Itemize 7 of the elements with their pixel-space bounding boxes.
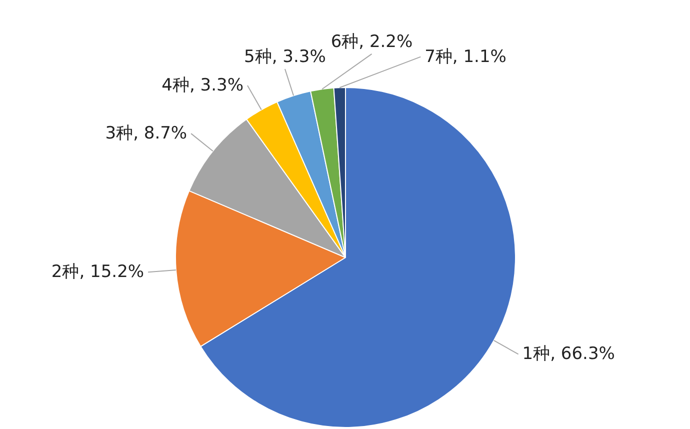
slice-label: 5种, 3.3% (244, 46, 326, 67)
slice-label: 4种, 3.3% (162, 75, 244, 96)
slice-label: 1种, 66.3% (522, 344, 615, 364)
slice-label: 6种, 2.2% (330, 32, 413, 52)
slice-label: 7种, 1.1% (424, 46, 506, 67)
slice-label: 3种, 8.7% (105, 124, 188, 144)
slice-label: 2种, 15.2% (51, 262, 144, 282)
